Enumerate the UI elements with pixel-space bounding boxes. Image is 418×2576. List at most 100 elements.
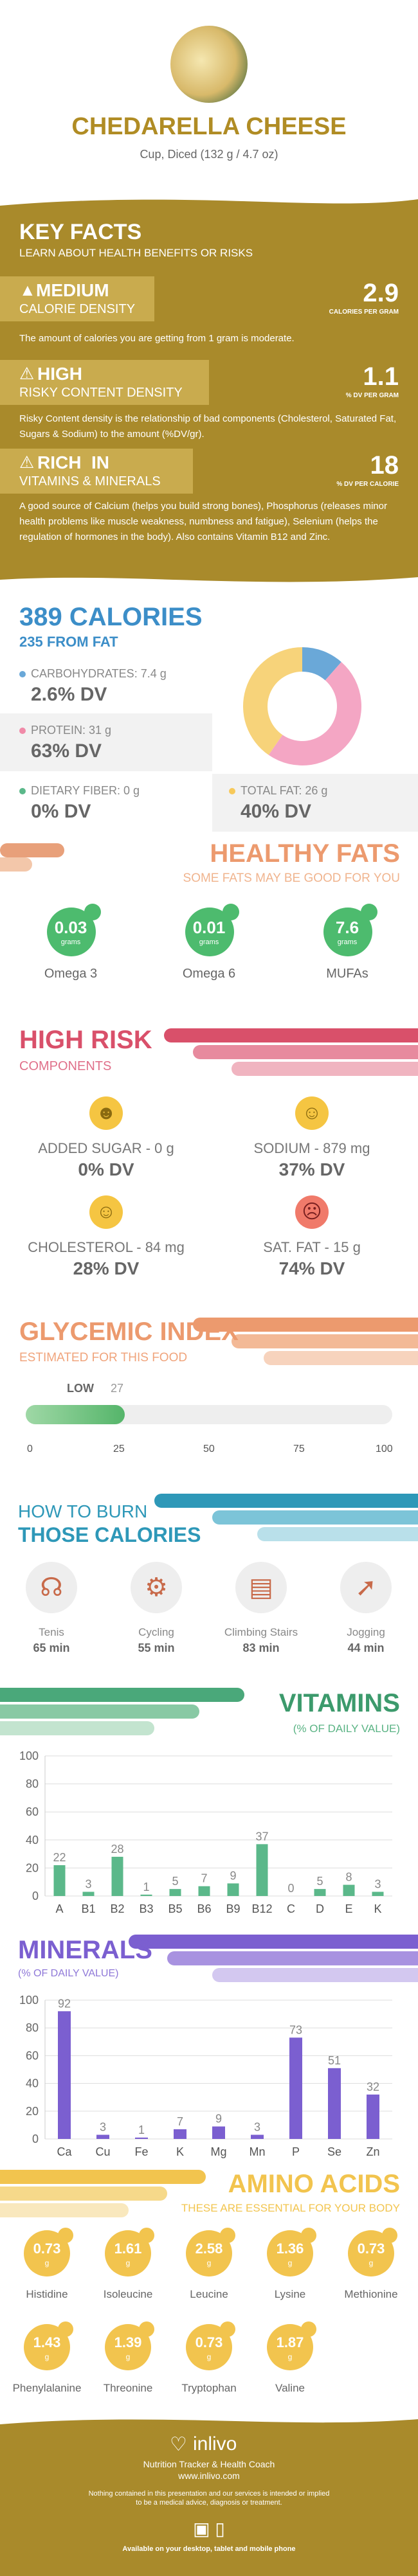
x-tick-label: Se — [327, 2145, 341, 2158]
wave-bottom — [0, 577, 418, 591]
fat-unit: grams — [199, 938, 219, 946]
calories-section: 389 CALORIES 235 FROM FAT CARBOHYDRATES:… — [0, 591, 418, 836]
stripe — [167, 1951, 418, 1965]
stripe — [193, 1318, 418, 1332]
amino-value: 1.43 — [33, 2334, 61, 2350]
risk-dv: 0% DV — [78, 1159, 134, 1179]
devices-icon: ▣ ▯ — [193, 2519, 225, 2539]
protein-row: PROTEIN: 31 g 63% DV — [0, 713, 212, 771]
high-risk-subtitle: COMPONENTS — [19, 1059, 112, 1073]
x-tick-label: Mn — [249, 2145, 265, 2158]
bar-value-label: 51 — [328, 2054, 341, 2067]
risky-density-fact: ⚠ HIGH RISKY CONTENT DENSITY 1.1 % DV PE… — [0, 360, 418, 456]
amino-unit: g — [125, 2258, 131, 2267]
fact-level: MEDIUM — [36, 280, 109, 300]
amino-value: 2.58 — [195, 2241, 223, 2257]
fiber-dot — [19, 788, 26, 794]
amino-value: 0.73 — [357, 2241, 385, 2257]
gly-tick: 75 — [293, 1444, 305, 1454]
vitamins-bar-chart: 0 20 40 60 80 100 22 A 3 B1 28 B2 1 B3 5 B5 7 B6 9 B9 37 B12 0… — [19, 1749, 392, 1915]
y-tick-label: 40 — [26, 1834, 39, 1847]
vitamins-title: VITAMINS — [278, 1689, 400, 1717]
bar-b6 — [198, 1886, 210, 1896]
amino-unit: g — [287, 2352, 293, 2361]
stripe — [232, 1334, 418, 1348]
fact-value: 1.1 — [363, 362, 399, 391]
stripe — [0, 843, 64, 857]
stripe — [232, 1062, 418, 1076]
risk-dv: 28% DV — [73, 1258, 140, 1278]
carbs-dv: 2.6% DV — [31, 684, 107, 705]
activity-name: Cycling — [138, 1626, 174, 1638]
activity-time: 83 min — [242, 1641, 280, 1654]
risk-label: CHOLESTEROL - 84 mg — [28, 1239, 185, 1255]
fact-desc: A good source of Calcium (helps you buil… — [19, 501, 387, 542]
y-tick-label: 20 — [26, 1861, 39, 1874]
stripe — [0, 857, 32, 872]
carbs-dot — [19, 671, 26, 677]
footer-url[interactable]: www.inlivo.com — [178, 2471, 240, 2481]
gly-tick: 50 — [203, 1444, 215, 1454]
risk-label: ADDED SUGAR - 0 g — [38, 1140, 174, 1156]
y-tick-label: 60 — [26, 1805, 39, 1818]
bar-value-label: 8 — [345, 1871, 352, 1884]
footer-tagline: Nutrition Tracker & Health Coach — [143, 2459, 275, 2469]
stripe — [212, 1968, 418, 1982]
amino-name: Lysine — [274, 2288, 306, 2300]
x-tick-label: B2 — [110, 1902, 124, 1915]
x-tick-label: B3 — [139, 1902, 153, 1915]
glycemic-section: GLYCEMIC INDEX ESTIMATED FOR THIS FOOD L… — [0, 1318, 418, 1491]
x-tick-label: Fe — [134, 2145, 148, 2158]
amino-name: Isoleucine — [103, 2288, 153, 2300]
stripe — [0, 1704, 199, 1719]
footer-brand: inlivo — [193, 2433, 237, 2455]
high-risk-section: HIGH RISK COMPONENTS ☻ ADDED SUGAR - 0 g… — [0, 1022, 418, 1318]
bar-value-label: 73 — [289, 2023, 302, 2036]
amino-value: 1.39 — [114, 2334, 142, 2350]
bar-k — [174, 2129, 186, 2139]
footer-disclaimer-2: to be a medical advice, diagnosis or tre… — [136, 2499, 282, 2507]
stripe — [154, 1494, 418, 1508]
x-tick-label: K — [176, 2145, 184, 2158]
page-title: CHEDARELLA CHEESE — [71, 113, 347, 140]
fiber-label: DIETARY FIBER: 0 g — [31, 784, 140, 797]
fact-desc: Risky Content density is the relationshi… — [19, 413, 397, 440]
key-facts-section: KEY FACTS LEARN ABOUT HEALTH BENEFITS OR… — [0, 186, 418, 591]
stripe — [0, 1688, 244, 1702]
amino-name: Leucine — [190, 2288, 228, 2300]
bar-value-label: 3 — [374, 1877, 381, 1890]
gly-tick: 25 — [113, 1444, 125, 1454]
burn-section: HOW TO BURN THOSE CALORIES ☊ Tenis 65 mi… — [0, 1491, 418, 1684]
bar-d — [314, 1889, 326, 1896]
stripe — [0, 2203, 129, 2217]
fat-name: Omega 3 — [44, 967, 98, 981]
bar-p — [289, 2037, 302, 2139]
gly-tick: 100 — [376, 1444, 393, 1454]
fat-unit: grams — [60, 938, 81, 946]
x-tick-label: D — [316, 1902, 324, 1915]
stripe — [0, 1721, 154, 1735]
fact-label: VITAMINS & MINERALS — [19, 474, 161, 488]
vitamins-section: VITAMINS (% OF DAILY VALUE) 0 20 40 60 80 100… — [0, 1684, 418, 1928]
footer-available: Available on your desktop, tablet and mo… — [122, 2545, 296, 2553]
bar-e — [343, 1884, 355, 1896]
bar-value-label: 9 — [215, 2113, 222, 2125]
fact-unit: % DV PER GRAM — [345, 392, 399, 399]
bar-a — [53, 1865, 66, 1896]
heart-logo-icon: ♡ — [170, 2434, 187, 2455]
sad-face-icon: ☹ — [295, 1195, 329, 1229]
glycemic-level: LOW — [67, 1382, 94, 1395]
x-tick-label: Cu — [95, 2145, 110, 2158]
fiber-dv: 0% DV — [31, 801, 91, 822]
bar-b1 — [82, 1892, 95, 1896]
bar-value-label: 28 — [111, 1843, 123, 1856]
stripe — [257, 1527, 418, 1541]
donut-slice-total-fat — [243, 647, 302, 755]
amino-unit: g — [44, 2258, 50, 2267]
amino-name: Valine — [275, 2382, 305, 2394]
stripe — [0, 2187, 167, 2201]
amino-unit: g — [287, 2258, 293, 2267]
bar-b5 — [169, 1889, 181, 1896]
bar-b3 — [140, 1894, 152, 1896]
amino-name: Tryptophan — [181, 2382, 237, 2394]
